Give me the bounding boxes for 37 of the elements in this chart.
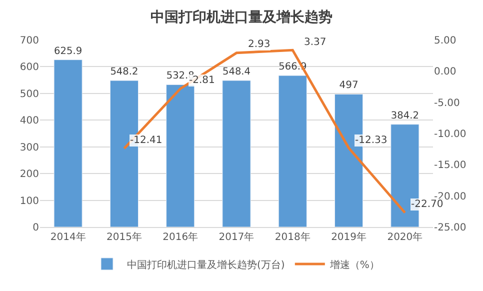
y-tick-label: 200 (20, 169, 39, 180)
data-label: -12.41 (130, 135, 162, 146)
y2-tick-label: -15.00 (434, 160, 466, 172)
data-label: 3.37 (304, 37, 326, 48)
data-label: 548.4 (222, 66, 251, 78)
x-tick-label: 2017年 (218, 231, 254, 243)
y2-tick-label: 0.00 (434, 66, 456, 78)
data-label: -12.33 (355, 135, 388, 146)
y-tick-label: 500 (20, 88, 39, 100)
legend-label: 中国打印机进口量及增长趋势(万台) (127, 258, 285, 271)
bar (278, 75, 307, 227)
y-tick-label: 0 (32, 222, 39, 234)
x-tick-label: 2019年 (331, 231, 367, 243)
x-tick-label: 2015年 (106, 231, 142, 243)
data-label: 497 (339, 80, 358, 92)
x-tick-label: 2018年 (274, 231, 310, 243)
bar (222, 80, 251, 227)
bar (54, 60, 82, 227)
data-label: 625.9 (54, 46, 82, 57)
bar (166, 84, 195, 227)
legend-label: 增速（%） (328, 258, 380, 271)
y2-tick-label: -25.00 (434, 222, 466, 234)
chart-title: 中国打印机进口量及增长趋势 (150, 9, 332, 26)
y-tick-label: 400 (20, 116, 39, 127)
x-tick-label: 2016年 (162, 231, 198, 243)
data-label: 2.93 (248, 39, 270, 50)
y2-tick-label: 5.00 (434, 36, 456, 46)
x-tick-label: 2020年 (387, 231, 423, 243)
y-tick-label: 300 (20, 142, 39, 154)
x-tick-label: 2014年 (50, 231, 86, 243)
y-tick-label: 700 (20, 36, 39, 46)
data-label: 384.2 (390, 110, 419, 122)
y-tick-label: 600 (20, 62, 39, 74)
data-label: 548.2 (110, 66, 138, 78)
y-tick-label: 100 (20, 196, 39, 207)
y2-tick-label: -10.00 (434, 129, 466, 140)
y2-tick-label: -5.00 (434, 98, 460, 109)
